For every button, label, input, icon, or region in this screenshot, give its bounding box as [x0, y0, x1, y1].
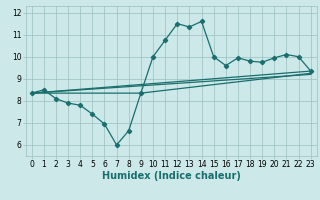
X-axis label: Humidex (Indice chaleur): Humidex (Indice chaleur)	[102, 171, 241, 181]
